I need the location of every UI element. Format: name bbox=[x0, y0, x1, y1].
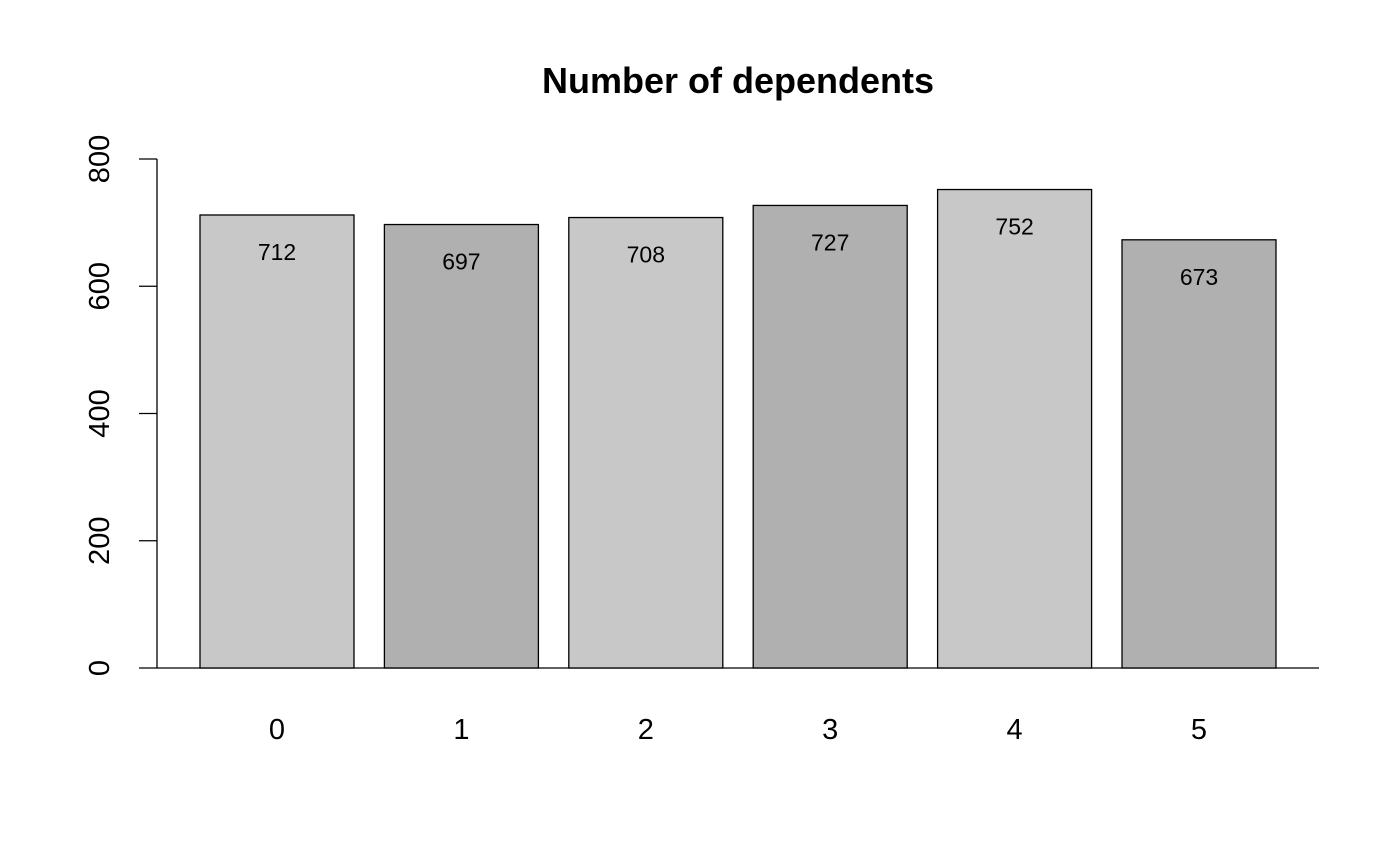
bar-value-label: 673 bbox=[1180, 264, 1218, 290]
y-tick-label: 200 bbox=[84, 517, 116, 565]
x-tick-label: 1 bbox=[453, 714, 469, 746]
x-axis-labels: 0 1 2 3 4 5 bbox=[269, 714, 1207, 746]
bar-value-label: 727 bbox=[811, 229, 849, 255]
x-tick-label: 5 bbox=[1191, 714, 1207, 746]
bar-value-label: 712 bbox=[258, 239, 296, 265]
bar-value-label: 752 bbox=[995, 214, 1033, 240]
y-tick-label: 800 bbox=[84, 135, 116, 183]
y-tick-label: 0 bbox=[84, 660, 116, 676]
bar-value-label: 697 bbox=[442, 249, 480, 275]
bar-3 bbox=[752, 204, 908, 669]
x-tick-label: 4 bbox=[1007, 714, 1023, 746]
y-tick-label: 600 bbox=[84, 262, 116, 310]
bar-value-label: 708 bbox=[627, 242, 665, 268]
bar-4 bbox=[936, 188, 1093, 669]
x-tick-label: 3 bbox=[822, 714, 838, 746]
bar-0 bbox=[199, 214, 355, 669]
y-axis: 0 200 400 600 800 bbox=[84, 135, 158, 676]
x-tick-label: 2 bbox=[638, 714, 654, 746]
bar-5 bbox=[1121, 239, 1277, 669]
bar-2 bbox=[568, 216, 724, 669]
chart-title: Number of dependents bbox=[542, 60, 934, 101]
bars-group: 712 697 708 727 752 673 bbox=[199, 188, 1277, 669]
y-tick-label: 400 bbox=[84, 389, 116, 437]
x-tick-label: 0 bbox=[269, 714, 285, 746]
bar-1 bbox=[383, 223, 540, 669]
